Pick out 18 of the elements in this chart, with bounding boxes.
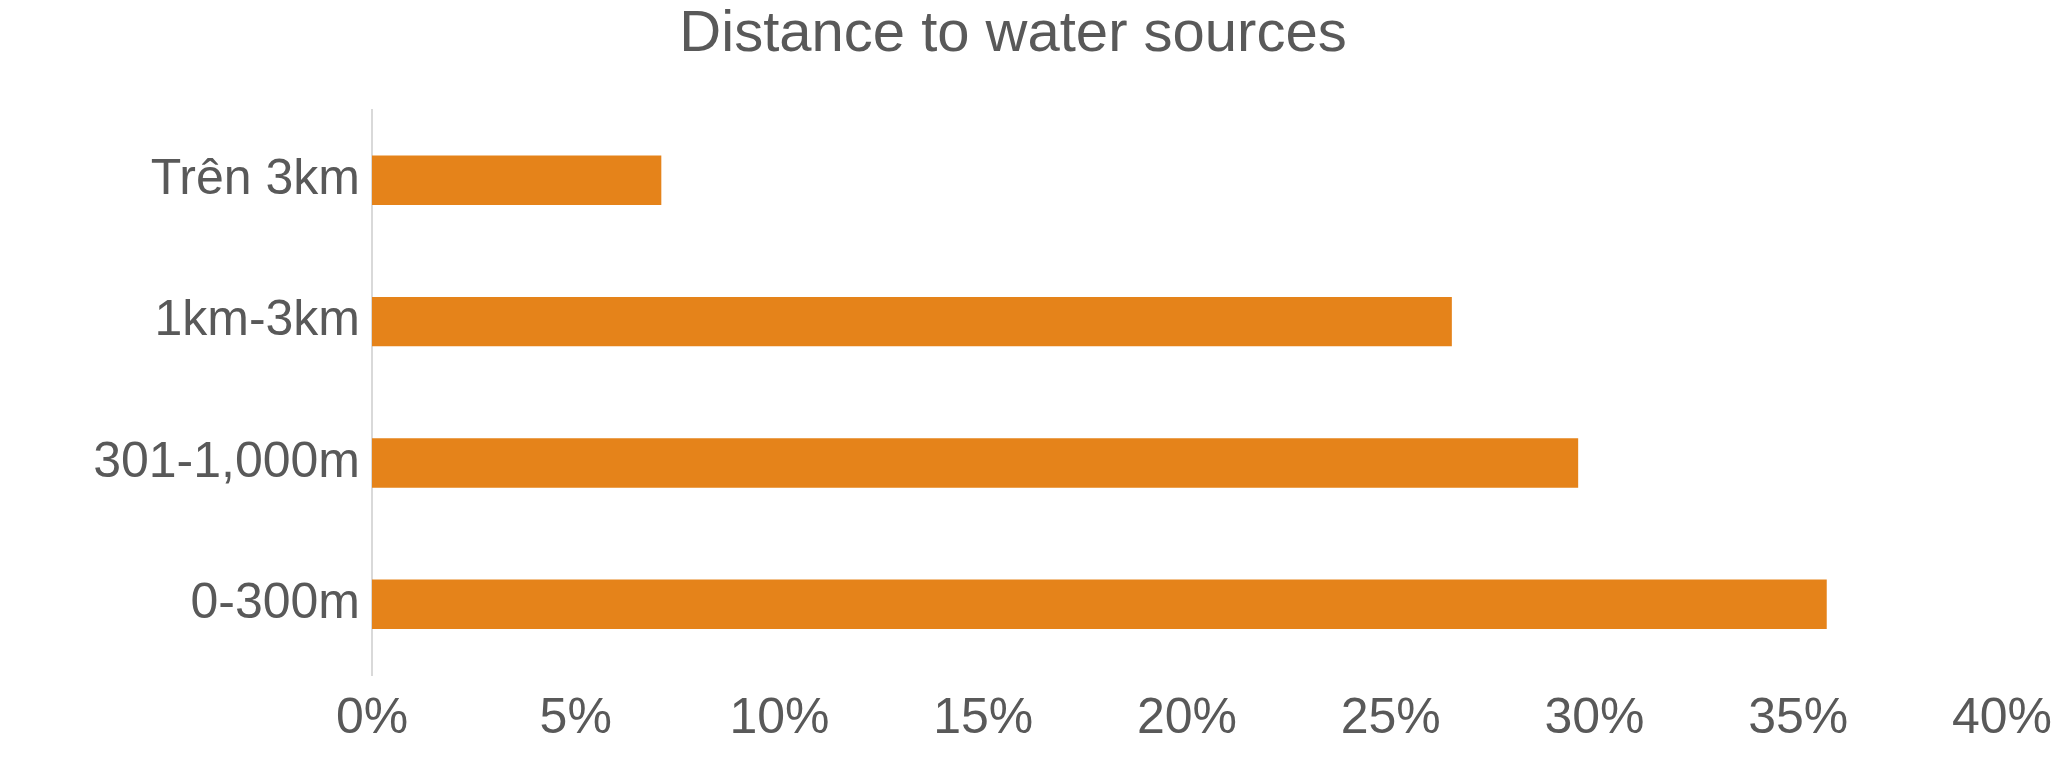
y-tick-label: 301-1,000m	[93, 431, 360, 488]
bar	[372, 296, 1452, 347]
x-tick-label: 35%	[1748, 687, 1849, 744]
chart-title: Distance to water sources	[679, 0, 1347, 63]
x-tick-label: 25%	[1340, 687, 1441, 744]
x-tick-label: 15%	[933, 687, 1034, 744]
bar	[372, 579, 1827, 630]
x-tick-label: 5%	[539, 687, 612, 744]
x-tick-label: 0%	[335, 687, 409, 744]
y-tick-label: 1km-3km	[154, 290, 360, 347]
x-tick-label: 10%	[729, 687, 830, 744]
y-tick-label: 0-300m	[190, 573, 360, 630]
bar	[372, 438, 1579, 488]
x-tick-label: 40%	[1951, 687, 2052, 744]
x-tick-label: 20%	[1136, 687, 1238, 744]
y-tick-label: Trên 3km	[150, 149, 360, 206]
bar	[372, 155, 662, 206]
x-tick-label: 30%	[1544, 687, 1645, 744]
